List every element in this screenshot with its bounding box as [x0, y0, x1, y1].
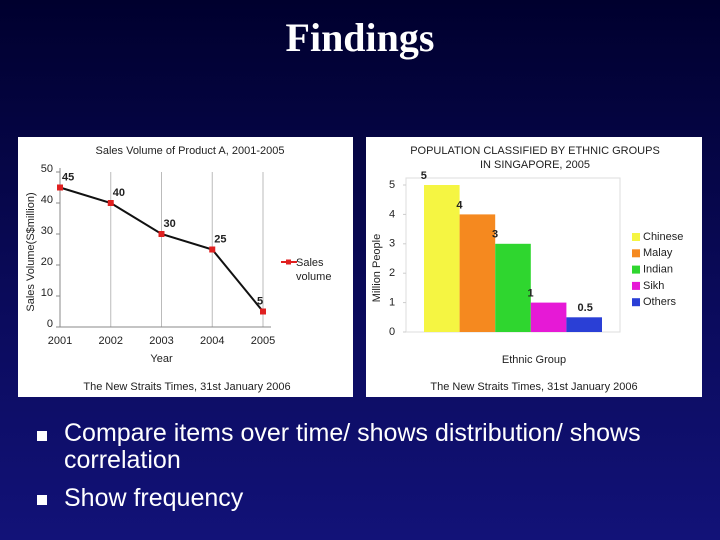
y-axis-label: Million People — [371, 234, 383, 302]
legend-swatch — [632, 265, 640, 274]
data-label: 4 — [456, 199, 463, 211]
slide-title: Findings — [285, 15, 435, 60]
legend-swatch — [286, 259, 291, 265]
bullet-marker — [37, 495, 47, 505]
data-point — [57, 184, 63, 191]
legend-swatch — [632, 298, 640, 307]
data-label: 0.5 — [578, 302, 593, 314]
chart-panel — [366, 137, 702, 397]
y-tick-label: 0 — [389, 326, 395, 338]
y-tick-label: 10 — [41, 287, 53, 299]
bar — [424, 185, 460, 332]
legend-label: Sikh — [643, 280, 664, 292]
x-tick-label: 2003 — [149, 335, 173, 347]
y-tick-label: 20 — [41, 256, 53, 268]
data-point — [158, 231, 165, 237]
y-tick-label: 0 — [47, 318, 53, 330]
legend-label: Malay — [643, 247, 673, 259]
y-tick-label: 5 — [389, 179, 395, 191]
bullet-text: Show frequency — [64, 484, 244, 512]
data-point — [260, 308, 266, 315]
y-tick-label: 40 — [41, 194, 53, 206]
bar — [530, 302, 567, 332]
data-point — [107, 200, 114, 206]
bar — [566, 317, 602, 332]
y-tick-label: 2 — [389, 267, 395, 279]
legend-swatch — [632, 249, 640, 258]
legend-swatch — [632, 281, 640, 290]
data-label: 40 — [113, 187, 125, 199]
data-label: 45 — [62, 171, 74, 183]
chart-source: The New Straits Times, 31st January 2006 — [83, 381, 290, 393]
data-label: 5 — [421, 170, 427, 182]
legend-label: Chinese — [643, 231, 683, 243]
legend-swatch — [632, 233, 640, 241]
y-tick-label: 3 — [389, 238, 395, 250]
y-tick-label: 30 — [41, 225, 53, 237]
y-tick-label: 50 — [41, 163, 53, 175]
legend-label: Others — [643, 296, 677, 308]
data-label: 25 — [214, 233, 226, 245]
bar — [495, 243, 531, 332]
bullet-text: Compare items over time/ shows distribut… — [64, 419, 641, 474]
bar — [459, 214, 496, 332]
x-tick-label: 2001 — [48, 335, 72, 347]
chart-panel — [18, 137, 353, 397]
chart-title: POPULATION CLASSIFIED BY ETHNIC GROUPS I… — [410, 145, 660, 171]
chart-title: Sales Volume of Product A, 2001-2005 — [95, 145, 285, 157]
data-label: 5 — [257, 295, 263, 307]
data-label: 1 — [528, 288, 534, 300]
chart-source: The New Straits Times, 31st January 2006 — [430, 381, 637, 393]
data-label: 3 — [492, 229, 498, 241]
x-axis-label: Year — [150, 353, 173, 365]
x-tick-label: 2002 — [99, 335, 123, 347]
bullet-marker — [37, 431, 47, 441]
data-point — [209, 246, 216, 253]
legend-label: Sales volume — [296, 257, 332, 283]
legend-label: Indian — [643, 264, 673, 276]
y-tick-label: 4 — [389, 208, 395, 220]
y-axis-label: Sales Volume(S$million) — [25, 192, 37, 311]
data-label: 30 — [164, 218, 176, 230]
y-tick-label: 1 — [389, 297, 395, 309]
x-tick-label: 2005 — [251, 335, 275, 347]
x-axis-label: Ethnic Group — [502, 354, 566, 366]
x-tick-label: 2004 — [200, 335, 224, 347]
